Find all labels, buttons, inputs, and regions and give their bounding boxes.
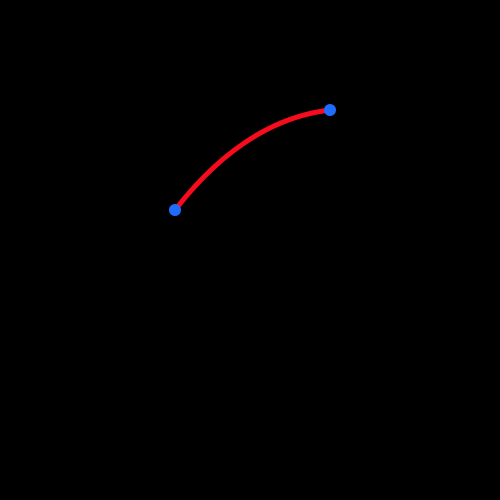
diagram-canvas xyxy=(0,0,500,500)
endpoint-2 xyxy=(324,104,336,116)
arc-path xyxy=(175,110,330,210)
endpoint-1 xyxy=(169,204,181,216)
